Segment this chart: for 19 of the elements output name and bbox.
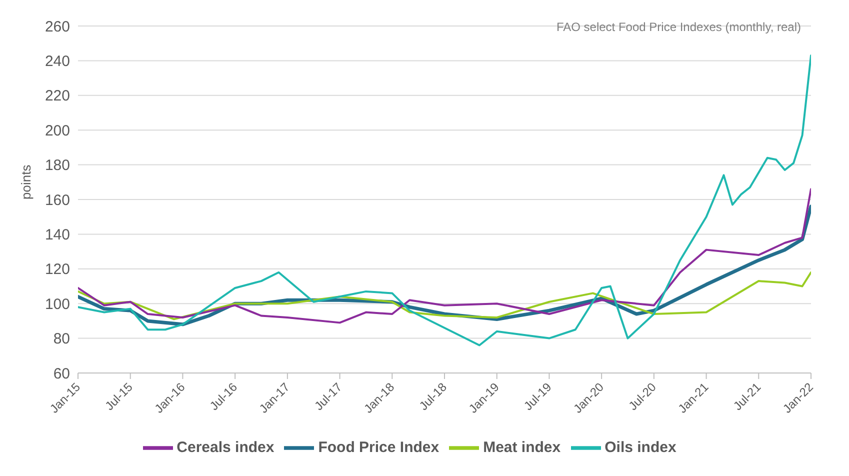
y-tick-label: 100	[44, 296, 70, 313]
line-series	[78, 54, 811, 346]
y-tick-label: 60	[53, 365, 70, 382]
y-tick-label: 240	[44, 53, 70, 70]
chart-title: FAO select Food Price Indexes (monthly, real)	[556, 20, 801, 34]
line-series	[78, 271, 811, 320]
y-tick-label: 80	[53, 330, 70, 348]
y-tick-label: 260	[44, 18, 70, 36]
y-tick-label: 180	[44, 157, 70, 174]
legend-label: Food Price Index	[318, 439, 440, 456]
legend-label: Meat index	[483, 439, 561, 456]
legend-label: Oils index	[604, 439, 676, 456]
y-tick-label: 140	[44, 226, 70, 244]
y-tick-label: 200	[44, 122, 70, 140]
y-tick-label: 120	[44, 261, 70, 278]
y-tick-label: 160	[44, 192, 70, 209]
y-tick-label: 220	[44, 88, 70, 105]
y-axis-title: points	[18, 164, 34, 200]
legend-label: Cereals index	[176, 439, 274, 456]
